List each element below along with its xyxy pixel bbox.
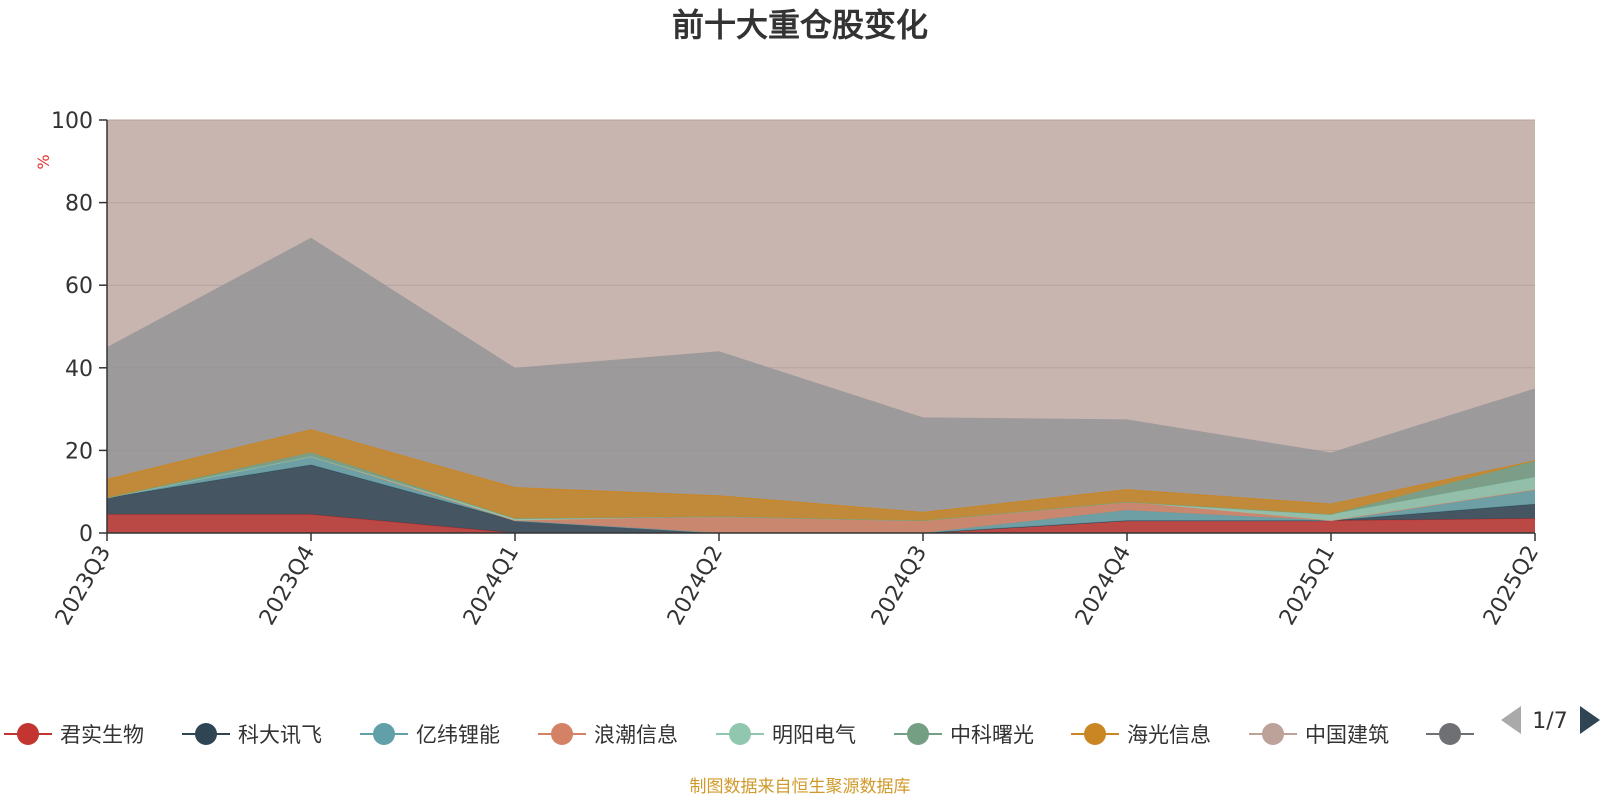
legend-marker — [195, 723, 217, 745]
legend-marker — [1439, 723, 1461, 745]
legend-item[interactable]: 科大讯飞 — [182, 723, 322, 747]
legend-item[interactable] — [1426, 723, 1474, 745]
y-tick-label: 0 — [79, 522, 93, 547]
x-tick-label: 2024Q3 — [867, 542, 932, 630]
legend-label: 海光信息 — [1127, 723, 1211, 747]
legend-prev-page-button[interactable] — [1501, 706, 1521, 734]
chart-title: 前十大重仓股变化 — [672, 6, 928, 44]
legend-marker — [373, 723, 395, 745]
plot-area — [106, 119, 1536, 534]
x-tick-label: 2023Q3 — [51, 542, 116, 630]
legend-label: 浪潮信息 — [594, 723, 678, 747]
legend-item[interactable]: 浪潮信息 — [538, 723, 678, 747]
legend-marker — [551, 723, 573, 745]
series-area — [107, 464, 1535, 533]
legend-item[interactable]: 中国建筑 — [1249, 723, 1389, 747]
legend-marker — [17, 723, 39, 745]
x-axis: 2023Q3 2023Q4 2024Q1 2024Q2 2024Q3 2024Q4 2025… — [51, 532, 1544, 630]
legend-label: 中国建筑 — [1305, 723, 1389, 747]
legend-item[interactable]: 明阳电气 — [716, 723, 856, 747]
legend-item[interactable]: 海光信息 — [1071, 723, 1211, 747]
x-tick-label: 2023Q4 — [255, 542, 320, 630]
legend-marker — [1084, 723, 1106, 745]
x-tick-label: 2025Q2 — [1479, 542, 1544, 630]
legend-label: 明阳电气 — [772, 723, 856, 747]
y-tick-label: 60 — [65, 274, 93, 299]
x-tick-label: 2024Q4 — [1071, 542, 1136, 630]
y-tick-label: 80 — [65, 192, 93, 217]
x-tick-label: 2024Q2 — [663, 542, 728, 630]
source-note: 制图数据来自恒生聚源数据库 — [690, 777, 911, 797]
y-tick-label: 100 — [51, 109, 93, 134]
y-axis: 0 20 40 60 80 100 — [51, 109, 108, 547]
y-tick-label: 40 — [65, 357, 93, 382]
legend-marker — [907, 723, 929, 745]
legend-pager: 1/7 — [1501, 706, 1600, 734]
y-tick-label: 20 — [65, 439, 93, 464]
legend-label: 君实生物 — [60, 723, 144, 747]
legend-item[interactable]: 君实生物 — [4, 723, 144, 747]
series-area — [107, 456, 1535, 533]
legend: 君实生物 科大讯飞 亿纬锂能 浪潮信息 明阳电气 中科曙光 海光信息 中国建筑 — [4, 723, 1474, 747]
y-axis-unit: % — [34, 154, 53, 169]
series-area-others — [107, 237, 1535, 533]
legend-marker — [729, 723, 751, 745]
series-line — [106, 429, 1536, 513]
legend-label: 亿纬锂能 — [416, 723, 500, 747]
x-tick-label: 2025Q1 — [1275, 542, 1340, 630]
legend-page-indicator: 1/7 — [1532, 709, 1567, 734]
legend-label: 中科曙光 — [950, 723, 1034, 747]
x-tick-label: 2024Q1 — [459, 542, 524, 630]
legend-item[interactable]: 中科曙光 — [894, 723, 1034, 747]
legend-label: 科大讯飞 — [238, 723, 322, 747]
legend-marker — [1262, 723, 1284, 745]
series-area — [107, 456, 1535, 521]
series-area — [107, 429, 1535, 521]
legend-item[interactable]: 亿纬锂能 — [360, 723, 500, 747]
legend-next-page-button[interactable] — [1580, 706, 1600, 734]
